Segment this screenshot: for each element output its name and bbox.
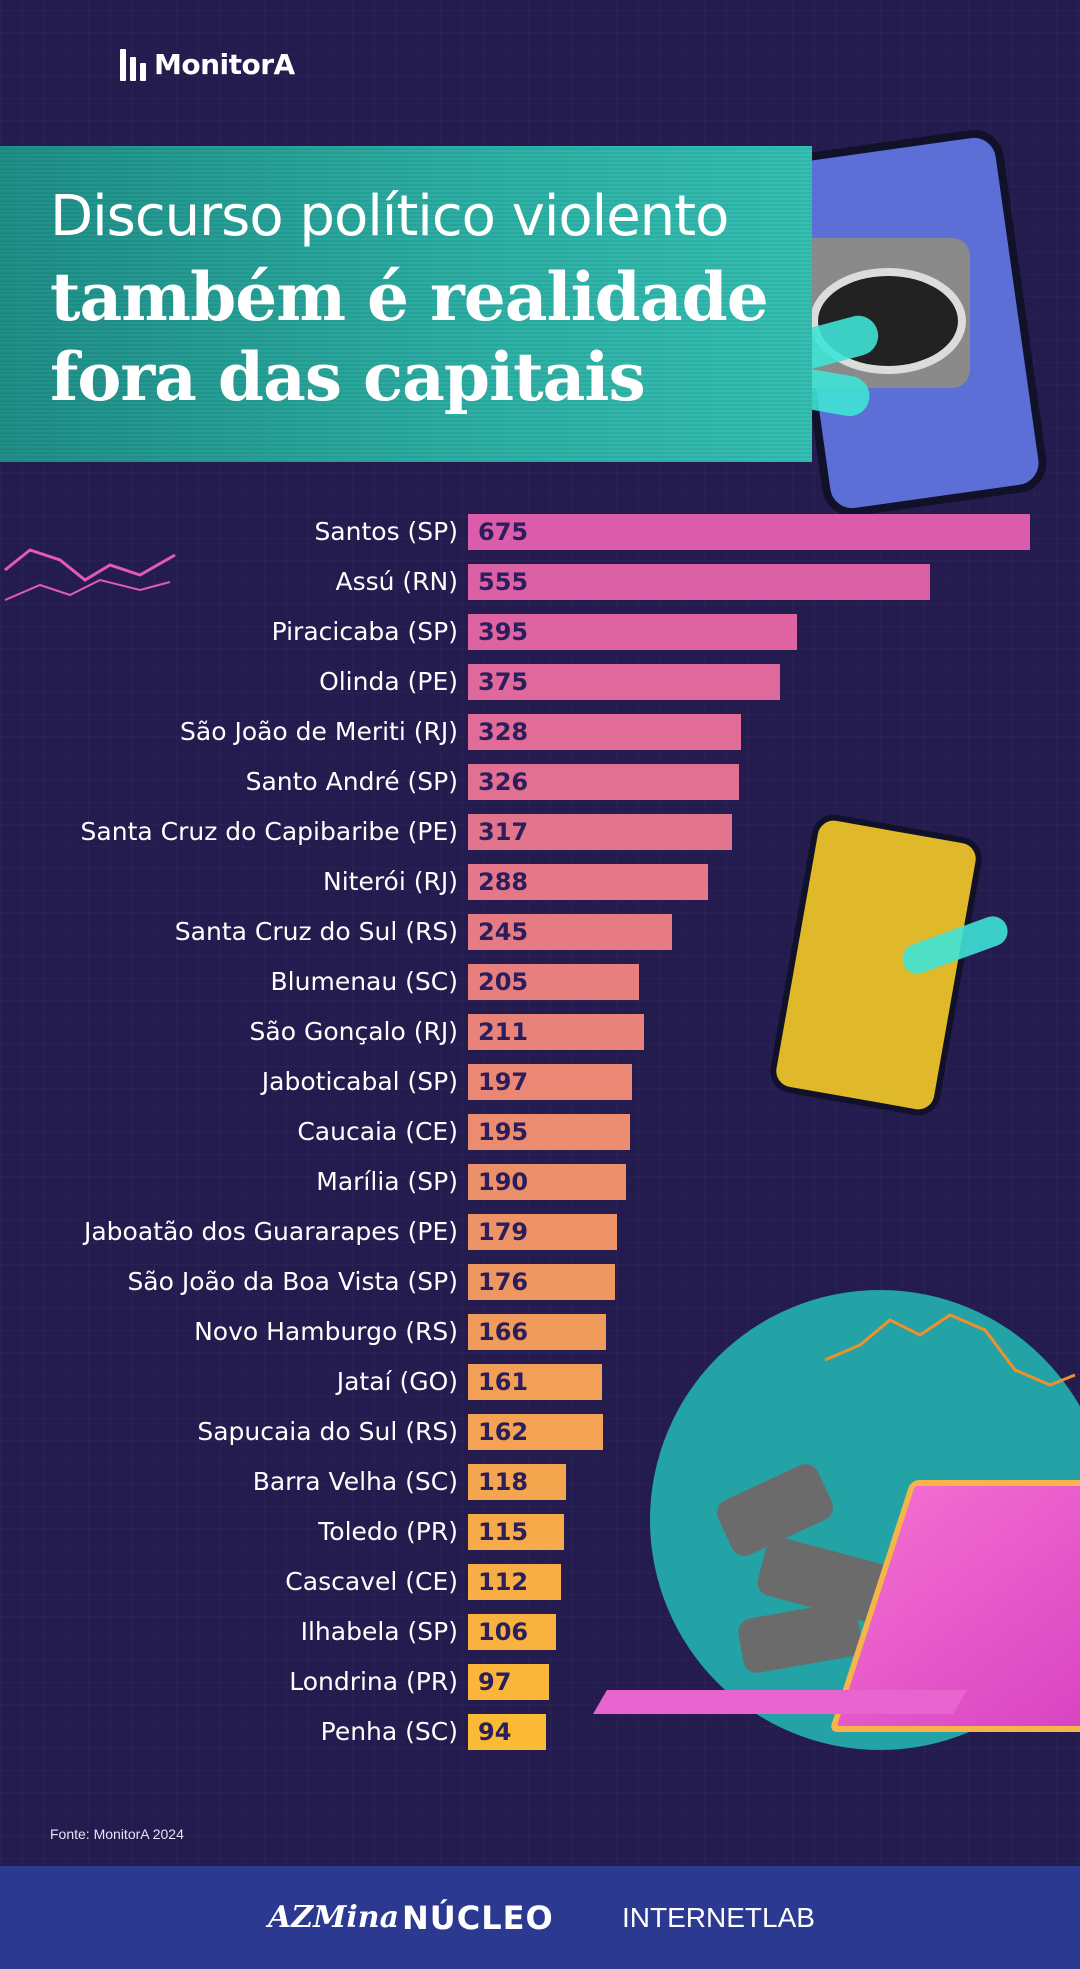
bar: 195 [468,1114,631,1150]
category-label: Toledo (PR) [318,1517,458,1546]
bar-value-label: 375 [478,668,529,696]
bar-value-label: 205 [478,968,529,996]
bar: 205 [468,964,639,1000]
source-note: Fonte: MonitorA 2024 [50,1826,184,1842]
category-label: Penha (SC) [320,1717,458,1746]
bar-value-label: 115 [478,1518,529,1546]
bar: 115 [468,1514,564,1550]
bar-value-label: 317 [478,818,529,846]
bar: 395 [468,614,797,650]
bar-value-label: 245 [478,918,529,946]
bar-value-label: 190 [478,1168,529,1196]
bar: 211 [468,1014,644,1050]
bar: 375 [468,664,781,700]
pink-network-decoration [4,548,176,601]
title-line-2: também é realidade [50,258,769,336]
category-label: Niterói (RJ) [323,867,458,896]
category-label: São João da Boa Vista (SP) [127,1267,458,1296]
logo-bars-icon [120,48,146,81]
category-label: Sapucaia do Sul (RS) [197,1417,458,1446]
bar: 190 [468,1164,627,1200]
category-label: Santa Cruz do Sul (RS) [174,917,458,946]
bar: 317 [468,814,732,850]
bar: 118 [468,1464,567,1500]
bar-value-label: 176 [478,1268,529,1296]
monitora-logo: MonitorA [120,48,295,81]
category-label: Santo André (SP) [245,767,458,796]
bar-value-label: 197 [478,1068,529,1096]
category-label: Santos (SP) [314,517,458,546]
category-label: Londrina (PR) [289,1667,458,1696]
partner-azmina: AZMina [268,1900,400,1935]
category-label: Novo Hamburgo (RS) [194,1317,458,1346]
category-label: Piracicaba (SP) [271,617,458,646]
title-line-3: fora das capitais [50,338,646,416]
bar: 245 [468,914,672,950]
logo-text: MonitorA [154,48,295,81]
category-label: Marília (SP) [316,1167,458,1196]
bar: 97 [468,1664,549,1700]
bar-value-label: 326 [478,768,529,796]
category-label: Olinda (PE) [319,667,458,696]
bar: 94 [468,1714,547,1750]
bar-value-label: 211 [478,1018,529,1046]
bar-value-label: 166 [478,1318,529,1346]
bar-value-label: 94 [478,1718,512,1746]
bar-value-label: 161 [478,1368,529,1396]
category-label: Santa Cruz do Capibaribe (PE) [80,817,458,846]
category-label: Caucaia (CE) [297,1117,458,1146]
bar-value-label: 118 [478,1468,529,1496]
category-label: Cascavel (CE) [285,1567,458,1596]
bar-value-label: 112 [478,1568,529,1596]
bar: 179 [468,1214,618,1250]
bar: 326 [468,764,740,800]
bar: 555 [468,564,931,600]
title-line-1: Discurso político violento [50,184,729,249]
bar-value-label: 162 [478,1418,529,1446]
category-label: Jaboatão dos Guararapes (PE) [83,1217,458,1246]
bar-value-label: 288 [478,868,529,896]
bar-value-label: 106 [478,1618,529,1646]
bar-value-label: 675 [478,518,529,546]
category-label: Jaboticabal (SP) [261,1067,458,1096]
footer-bar [0,1866,1080,1969]
bar: 288 [468,864,708,900]
bar: 161 [468,1364,603,1400]
category-label: São João de Meriti (RJ) [180,717,458,746]
category-label: Jataí (GO) [336,1367,458,1396]
partner-nucleo: NÚCLEO [402,1899,554,1937]
category-label: Blumenau (SC) [270,967,458,996]
partner-internetlab: INTERNETLAB [622,1902,815,1933]
category-label: Barra Velha (SC) [252,1467,458,1496]
category-label: Assú (RN) [335,567,458,596]
bar: 197 [468,1064,633,1100]
category-label: São Gonçalo (RJ) [249,1017,458,1046]
bar: 162 [468,1414,603,1450]
bar-value-label: 328 [478,718,529,746]
bar-value-label: 395 [478,618,529,646]
bar: 675 [468,514,1030,550]
bar: 112 [468,1564,562,1600]
bar: 328 [468,714,742,750]
bar: 176 [468,1264,615,1300]
title-band [0,146,812,462]
bar-value-label: 179 [478,1218,529,1246]
bar-value-label: 555 [478,568,529,596]
bar: 166 [468,1314,607,1350]
bar-value-label: 97 [478,1668,512,1696]
bar-value-label: 195 [478,1118,529,1146]
category-label: Ilhabela (SP) [300,1617,458,1646]
orange-network-decoration [824,1313,1076,1387]
bar: 106 [468,1614,557,1650]
